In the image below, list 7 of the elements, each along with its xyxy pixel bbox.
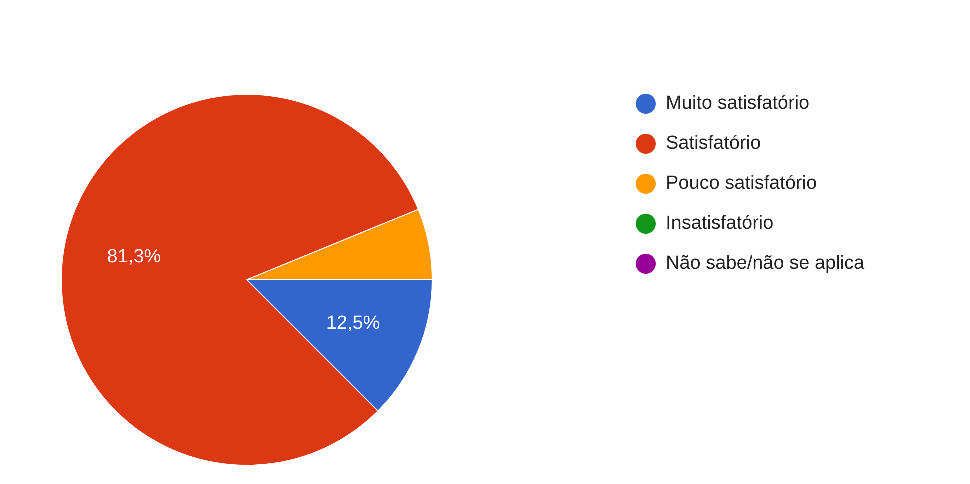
legend-label: Satisfatório — [666, 133, 762, 155]
legend-label: Pouco satisfatório — [666, 173, 818, 195]
legend-label: Não sabe/não se aplica — [666, 253, 865, 275]
data-label: 12,5% — [326, 313, 380, 334]
data-label: 81,3% — [107, 246, 162, 268]
legend-label: Insatisfatório — [666, 213, 774, 235]
legend-label: Muito satisfatório — [666, 93, 810, 115]
